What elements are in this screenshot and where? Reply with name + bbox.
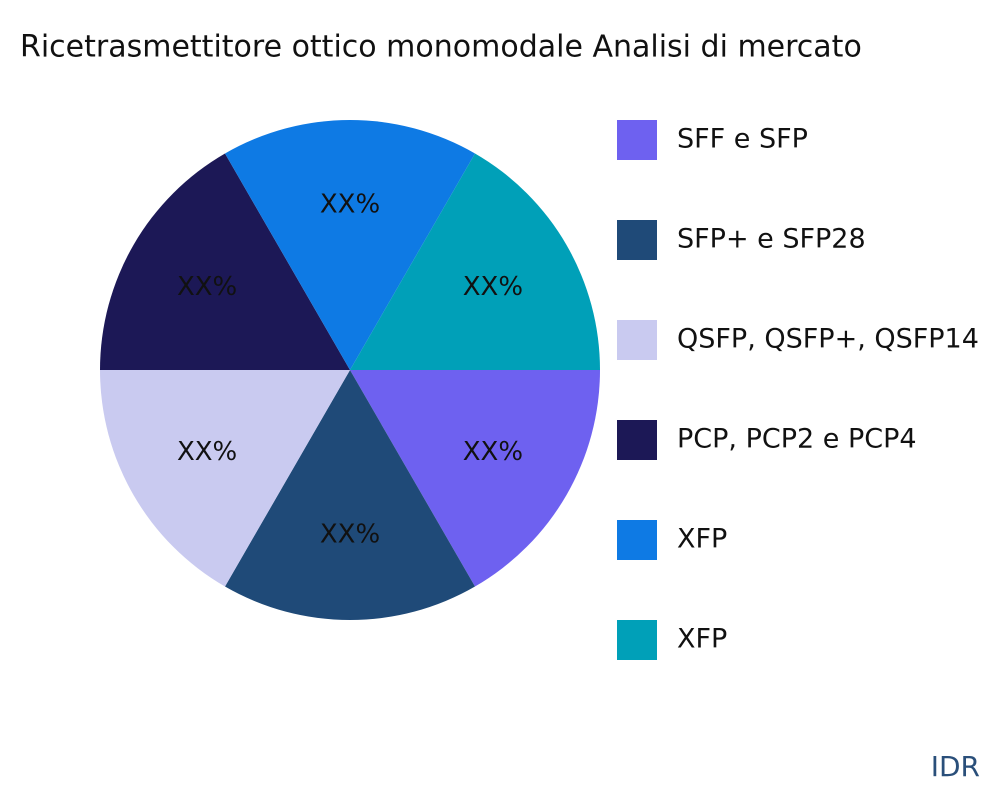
legend-label: QSFP, QSFP+, QSFP14 — [677, 324, 979, 355]
data-label: XX% — [177, 272, 237, 302]
pie-slice — [100, 153, 350, 370]
pie-slice — [225, 119, 475, 370]
pie-slice — [350, 370, 600, 587]
data-label: XX% — [320, 190, 380, 220]
legend-swatch — [617, 620, 657, 660]
pie-slice — [350, 153, 600, 370]
legend-swatch — [617, 320, 657, 360]
legend-label: SFP+ e SFP28 — [677, 224, 866, 255]
data-label: XX% — [463, 272, 523, 302]
watermark: IDR — [931, 750, 980, 783]
data-label: XX% — [177, 437, 237, 467]
legend-swatch — [617, 220, 657, 260]
chart-title: Ricetrasmettitore ottico monomodale Anal… — [20, 30, 862, 65]
legend-label: XFP — [677, 524, 727, 555]
data-label: XX% — [320, 520, 380, 550]
legend-label: SFF e SFP — [677, 124, 808, 155]
legend-swatch — [617, 120, 657, 160]
legend-swatch — [617, 520, 657, 560]
data-label: XX% — [463, 437, 523, 467]
pie-slice — [225, 370, 475, 620]
legend-label: XFP — [677, 624, 727, 655]
legend-label: PCP, PCP2 e PCP4 — [677, 424, 917, 455]
pie-slice — [100, 370, 350, 587]
legend-swatch — [617, 420, 657, 460]
